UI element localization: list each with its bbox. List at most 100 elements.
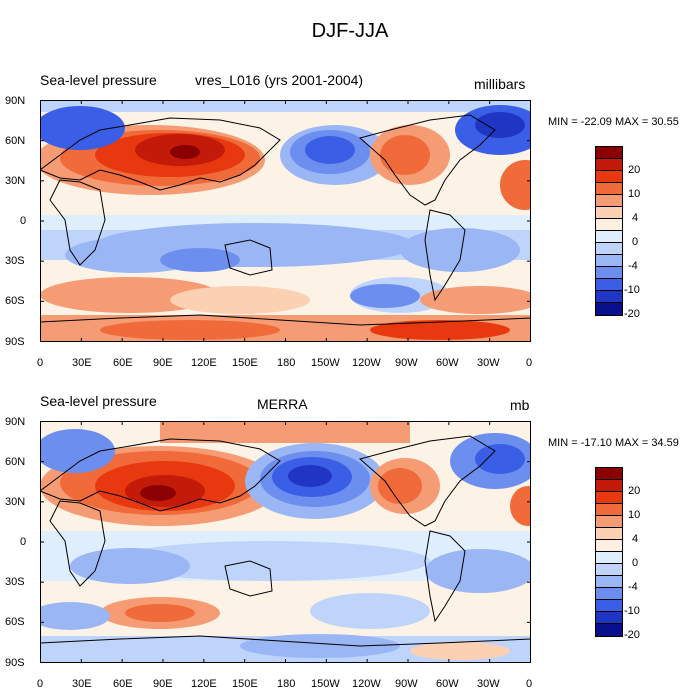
field-high — [510, 486, 531, 526]
colorbar-swatch — [596, 468, 622, 480]
colorbar-swatch — [596, 291, 622, 303]
colorbar-swatch — [596, 528, 622, 540]
lon-label: 30E — [72, 678, 92, 690]
panel-bottom-stats: MIN = -17.10 MAX = 34.59 — [548, 437, 679, 449]
field-low — [475, 444, 525, 474]
lon-label: 30W — [477, 357, 500, 369]
lon-label: 90W — [395, 357, 418, 369]
lat-label: 90S — [5, 657, 25, 669]
colorbar-label: -10 — [624, 605, 640, 617]
lon-label: 60E — [113, 357, 133, 369]
panel-top-units: millibars — [474, 76, 526, 92]
lat-label: 90S — [5, 336, 25, 348]
field-low — [400, 228, 520, 272]
field-low — [160, 248, 240, 272]
panel-top-center-label: vres_L016 (yrs 2001-2004) — [195, 72, 364, 88]
colorbar-label: -20 — [624, 629, 640, 641]
field-high — [370, 320, 510, 340]
colorbar-swatch — [596, 480, 622, 492]
colorbar-bottom — [595, 467, 623, 637]
colorbar-swatch — [596, 243, 622, 255]
colorbar-swatch — [596, 147, 622, 159]
lon-label: 30W — [477, 678, 500, 690]
lat-label: 30N — [5, 175, 26, 187]
field-band — [160, 421, 410, 443]
colorbar-label: -20 — [624, 308, 640, 320]
lon-label: 90W — [395, 678, 418, 690]
field-low — [350, 284, 420, 308]
lon-label: 0 — [526, 357, 533, 369]
colorbar-label: 4 — [632, 212, 639, 224]
colorbar-swatch — [596, 564, 622, 576]
lon-label: 0 — [37, 678, 44, 690]
lon-label: 150W — [311, 357, 340, 369]
colorbar-swatch — [596, 195, 622, 207]
lon-label: 180 — [277, 678, 296, 690]
panel-bottom-left-label: Sea-level pressure — [40, 393, 157, 409]
field-high — [378, 468, 422, 504]
panel-bottom-map — [40, 421, 531, 663]
field-high — [380, 135, 430, 175]
colorbar-swatch — [596, 516, 622, 528]
colorbar-label: -4 — [628, 581, 638, 593]
lon-label: 120W — [352, 357, 381, 369]
colorbar-swatch — [596, 588, 622, 600]
colorbar-swatch — [596, 279, 622, 291]
lon-label: 120E — [191, 357, 217, 369]
colorbar-swatch — [596, 600, 622, 612]
lat-label: 60S — [5, 616, 25, 628]
lon-label: 150E — [232, 357, 258, 369]
colorbar-swatch — [596, 492, 622, 504]
colorbar-label: 0 — [632, 557, 639, 569]
lon-label: 30E — [72, 357, 92, 369]
colorbar-label: 4 — [632, 533, 639, 545]
field-low — [40, 429, 115, 473]
colorbar-label: 10 — [628, 509, 641, 521]
lon-label: 150E — [232, 678, 258, 690]
colorbar-top — [595, 146, 623, 316]
field-max — [140, 485, 176, 501]
colorbar-swatch — [596, 267, 622, 279]
lon-label: 60W — [436, 357, 459, 369]
field-high — [410, 642, 510, 660]
lat-label: 90N — [5, 95, 26, 107]
coastlines — [40, 114, 531, 326]
colorbar-swatch — [596, 159, 622, 171]
lat-label: 60N — [5, 135, 26, 147]
colorbar-swatch — [596, 624, 622, 636]
lon-label: 60W — [436, 678, 459, 690]
field-high — [420, 286, 531, 314]
colorbar-swatch — [596, 612, 622, 624]
panel-bottom-center-label: MERRA — [257, 396, 308, 412]
lon-label: 0 — [37, 357, 44, 369]
field-low — [110, 541, 430, 581]
field-high — [100, 320, 280, 340]
colorbar-swatch — [596, 576, 622, 588]
lat-label: 30S — [5, 255, 25, 267]
field-low — [475, 112, 525, 138]
field-max — [170, 145, 200, 159]
lon-label: 90E — [153, 357, 173, 369]
field-low — [40, 602, 110, 630]
colorbar-label: 10 — [628, 188, 641, 200]
field-high — [125, 604, 195, 622]
panel-top-map — [40, 100, 531, 342]
colorbar-swatch — [596, 171, 622, 183]
colorbar-label: 0 — [632, 236, 639, 248]
colorbar-swatch — [596, 540, 622, 552]
panel-top-stats: MIN = -22.09 MAX = 30.55 — [548, 116, 679, 128]
colorbar-swatch — [596, 219, 622, 231]
lat-label: 60N — [5, 456, 26, 468]
field-low — [425, 549, 531, 593]
lat-label: 0 — [20, 536, 27, 548]
panel-top-left-label: Sea-level pressure — [40, 72, 157, 88]
figure-title: DJF-JJA — [311, 20, 389, 42]
field-low — [240, 634, 400, 658]
colorbar-label: -4 — [628, 260, 638, 272]
lat-label: 60S — [5, 295, 25, 307]
field-low — [40, 106, 125, 150]
colorbar-swatch — [596, 255, 622, 267]
lon-label: 150W — [311, 678, 340, 690]
colorbar-label: 20 — [628, 485, 641, 497]
lon-label: 60E — [113, 678, 133, 690]
